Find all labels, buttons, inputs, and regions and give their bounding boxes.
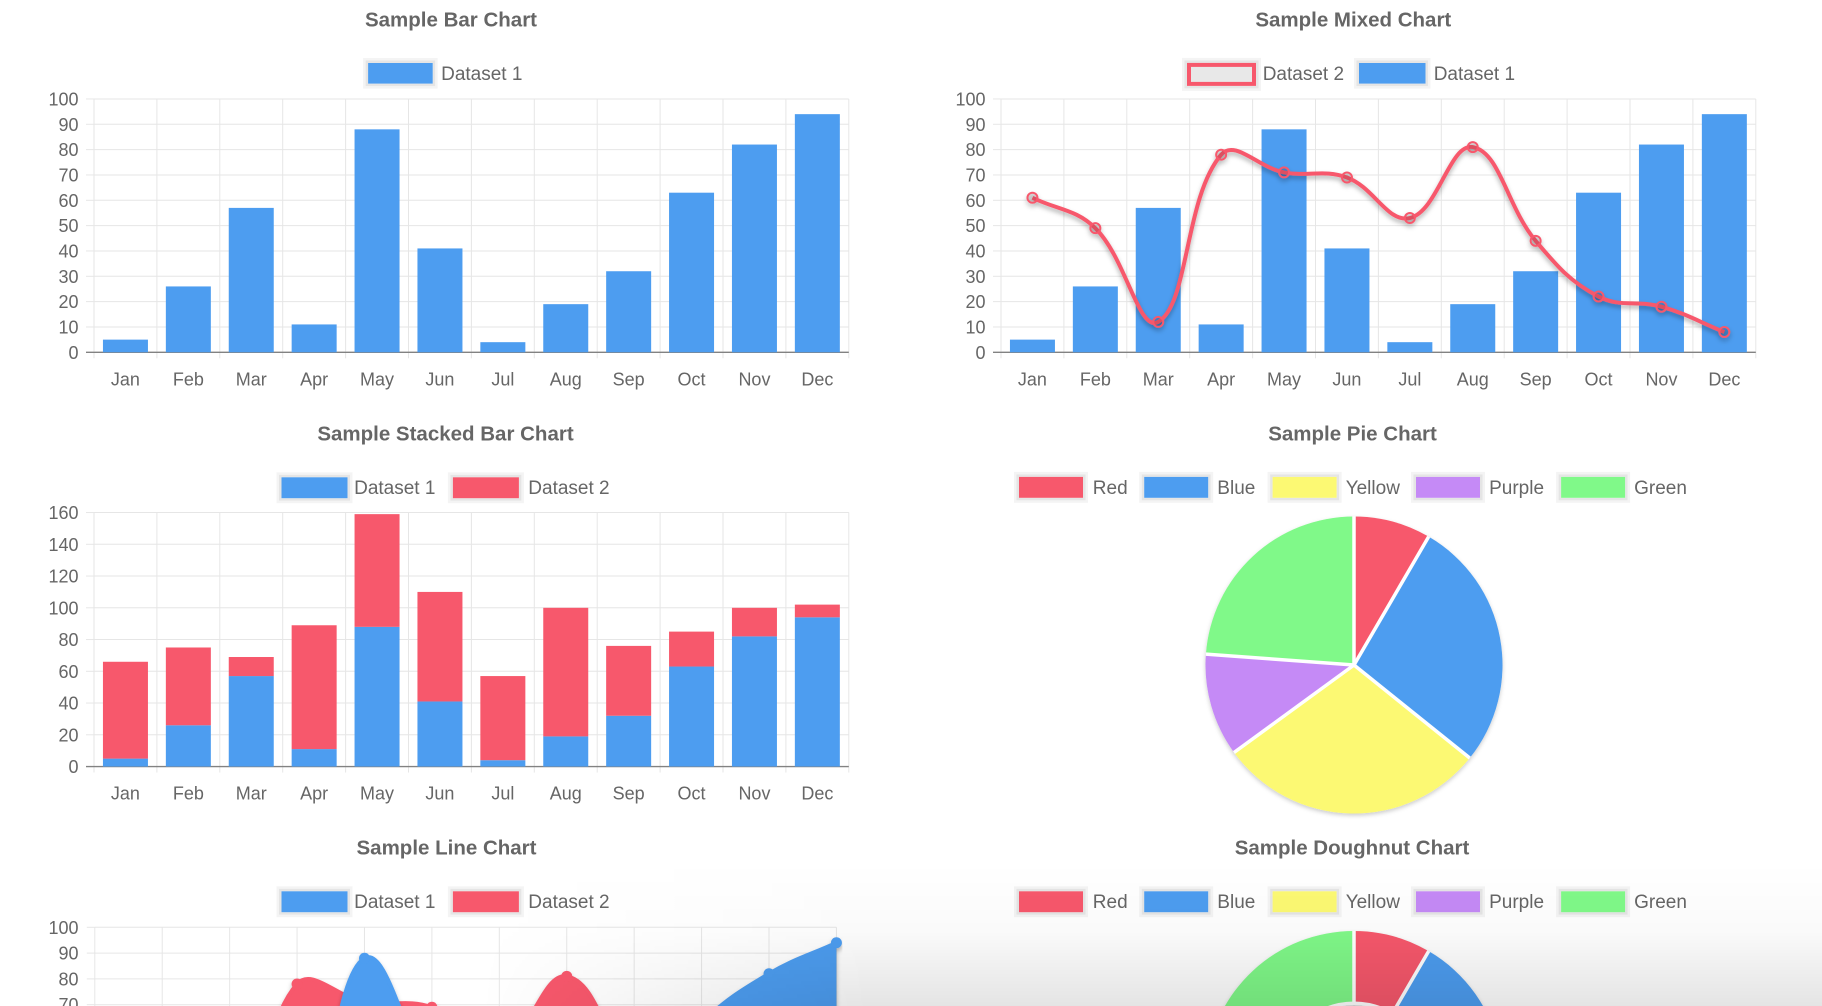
svg-text:50: 50 (965, 216, 985, 236)
svg-text:30: 30 (58, 267, 78, 287)
svg-text:0: 0 (975, 343, 985, 363)
svg-text:80: 80 (58, 140, 78, 160)
svg-text:Nov: Nov (1645, 370, 1677, 390)
svg-text:Nov: Nov (738, 370, 770, 390)
svg-text:Aug: Aug (550, 784, 582, 804)
svg-text:60: 60 (58, 662, 78, 682)
svg-text:Green: Green (1634, 478, 1687, 499)
svg-text:May: May (1267, 370, 1301, 390)
svg-text:20: 20 (58, 292, 78, 312)
svg-text:Sep: Sep (1520, 370, 1552, 390)
svg-text:Sample Pie Chart: Sample Pie Chart (1268, 423, 1437, 446)
svg-text:Red: Red (1093, 478, 1128, 499)
svg-text:120: 120 (48, 567, 78, 587)
svg-text:Nov: Nov (738, 784, 770, 804)
svg-text:Feb: Feb (1080, 370, 1111, 390)
svg-text:70: 70 (965, 165, 985, 185)
svg-text:Apr: Apr (1207, 370, 1235, 390)
svg-text:Aug: Aug (550, 370, 582, 390)
svg-text:Jul: Jul (491, 784, 514, 804)
svg-text:Jun: Jun (425, 370, 454, 390)
svg-text:Sep: Sep (613, 784, 645, 804)
svg-text:Sample Bar Chart: Sample Bar Chart (365, 9, 537, 32)
svg-text:80: 80 (58, 969, 78, 989)
svg-text:May: May (360, 370, 394, 390)
svg-text:20: 20 (58, 725, 78, 745)
svg-text:Oct: Oct (678, 370, 706, 390)
svg-text:Jan: Jan (1018, 370, 1047, 390)
svg-text:Mar: Mar (236, 370, 267, 390)
svg-text:40: 40 (58, 694, 78, 714)
svg-text:140: 140 (48, 535, 78, 555)
svg-text:Dataset 2: Dataset 2 (528, 478, 609, 499)
svg-text:Mar: Mar (1143, 370, 1174, 390)
svg-text:Jul: Jul (491, 370, 514, 390)
svg-text:Sample Stacked Bar Chart: Sample Stacked Bar Chart (317, 423, 574, 446)
svg-text:Feb: Feb (173, 784, 204, 804)
svg-text:160: 160 (48, 503, 78, 523)
svg-text:90: 90 (965, 115, 985, 135)
svg-text:May: May (360, 784, 394, 804)
svg-text:Apr: Apr (300, 370, 328, 390)
svg-text:60: 60 (965, 191, 985, 211)
svg-text:Jan: Jan (111, 784, 140, 804)
svg-text:Sep: Sep (613, 370, 645, 390)
svg-text:20: 20 (965, 292, 985, 312)
svg-text:40: 40 (965, 241, 985, 261)
svg-text:Jun: Jun (425, 784, 454, 804)
svg-text:30: 30 (965, 267, 985, 287)
svg-text:100: 100 (48, 89, 78, 109)
svg-text:80: 80 (965, 140, 985, 160)
svg-text:Dataset 1: Dataset 1 (441, 64, 522, 85)
svg-text:Aug: Aug (1457, 370, 1489, 390)
svg-text:80: 80 (58, 630, 78, 650)
svg-text:Apr: Apr (300, 784, 328, 804)
svg-text:70: 70 (58, 995, 78, 1006)
svg-text:Jan: Jan (111, 370, 140, 390)
svg-text:70: 70 (58, 165, 78, 185)
svg-text:10: 10 (58, 317, 78, 337)
svg-text:100: 100 (48, 918, 78, 938)
svg-text:40: 40 (58, 241, 78, 261)
svg-text:100: 100 (48, 598, 78, 618)
svg-text:Oct: Oct (678, 784, 706, 804)
svg-text:Feb: Feb (173, 370, 204, 390)
svg-text:Dec: Dec (801, 784, 833, 804)
svg-text:Yellow: Yellow (1346, 478, 1401, 499)
svg-text:0: 0 (68, 343, 78, 363)
svg-text:Blue: Blue (1217, 478, 1255, 499)
svg-text:Dec: Dec (1708, 370, 1740, 390)
svg-text:100: 100 (955, 89, 985, 109)
svg-text:60: 60 (58, 191, 78, 211)
svg-text:Dec: Dec (801, 370, 833, 390)
svg-text:Jul: Jul (1398, 370, 1421, 390)
svg-text:Sample Doughnut Chart: Sample Doughnut Chart (1235, 837, 1470, 860)
svg-text:10: 10 (965, 317, 985, 337)
svg-text:Dataset 1: Dataset 1 (1434, 64, 1515, 85)
svg-text:Purple: Purple (1489, 478, 1544, 499)
svg-text:Dataset 1: Dataset 1 (354, 478, 435, 499)
svg-text:50: 50 (58, 216, 78, 236)
svg-text:Mar: Mar (236, 784, 267, 804)
svg-text:Sample Mixed Chart: Sample Mixed Chart (1255, 9, 1451, 32)
svg-text:Jun: Jun (1332, 370, 1361, 390)
svg-text:0: 0 (68, 757, 78, 777)
svg-text:Oct: Oct (1585, 370, 1613, 390)
svg-text:90: 90 (58, 115, 78, 135)
svg-text:90: 90 (58, 944, 78, 964)
svg-text:Sample Line Chart: Sample Line Chart (357, 837, 537, 860)
svg-text:Dataset 2: Dataset 2 (1263, 64, 1344, 85)
